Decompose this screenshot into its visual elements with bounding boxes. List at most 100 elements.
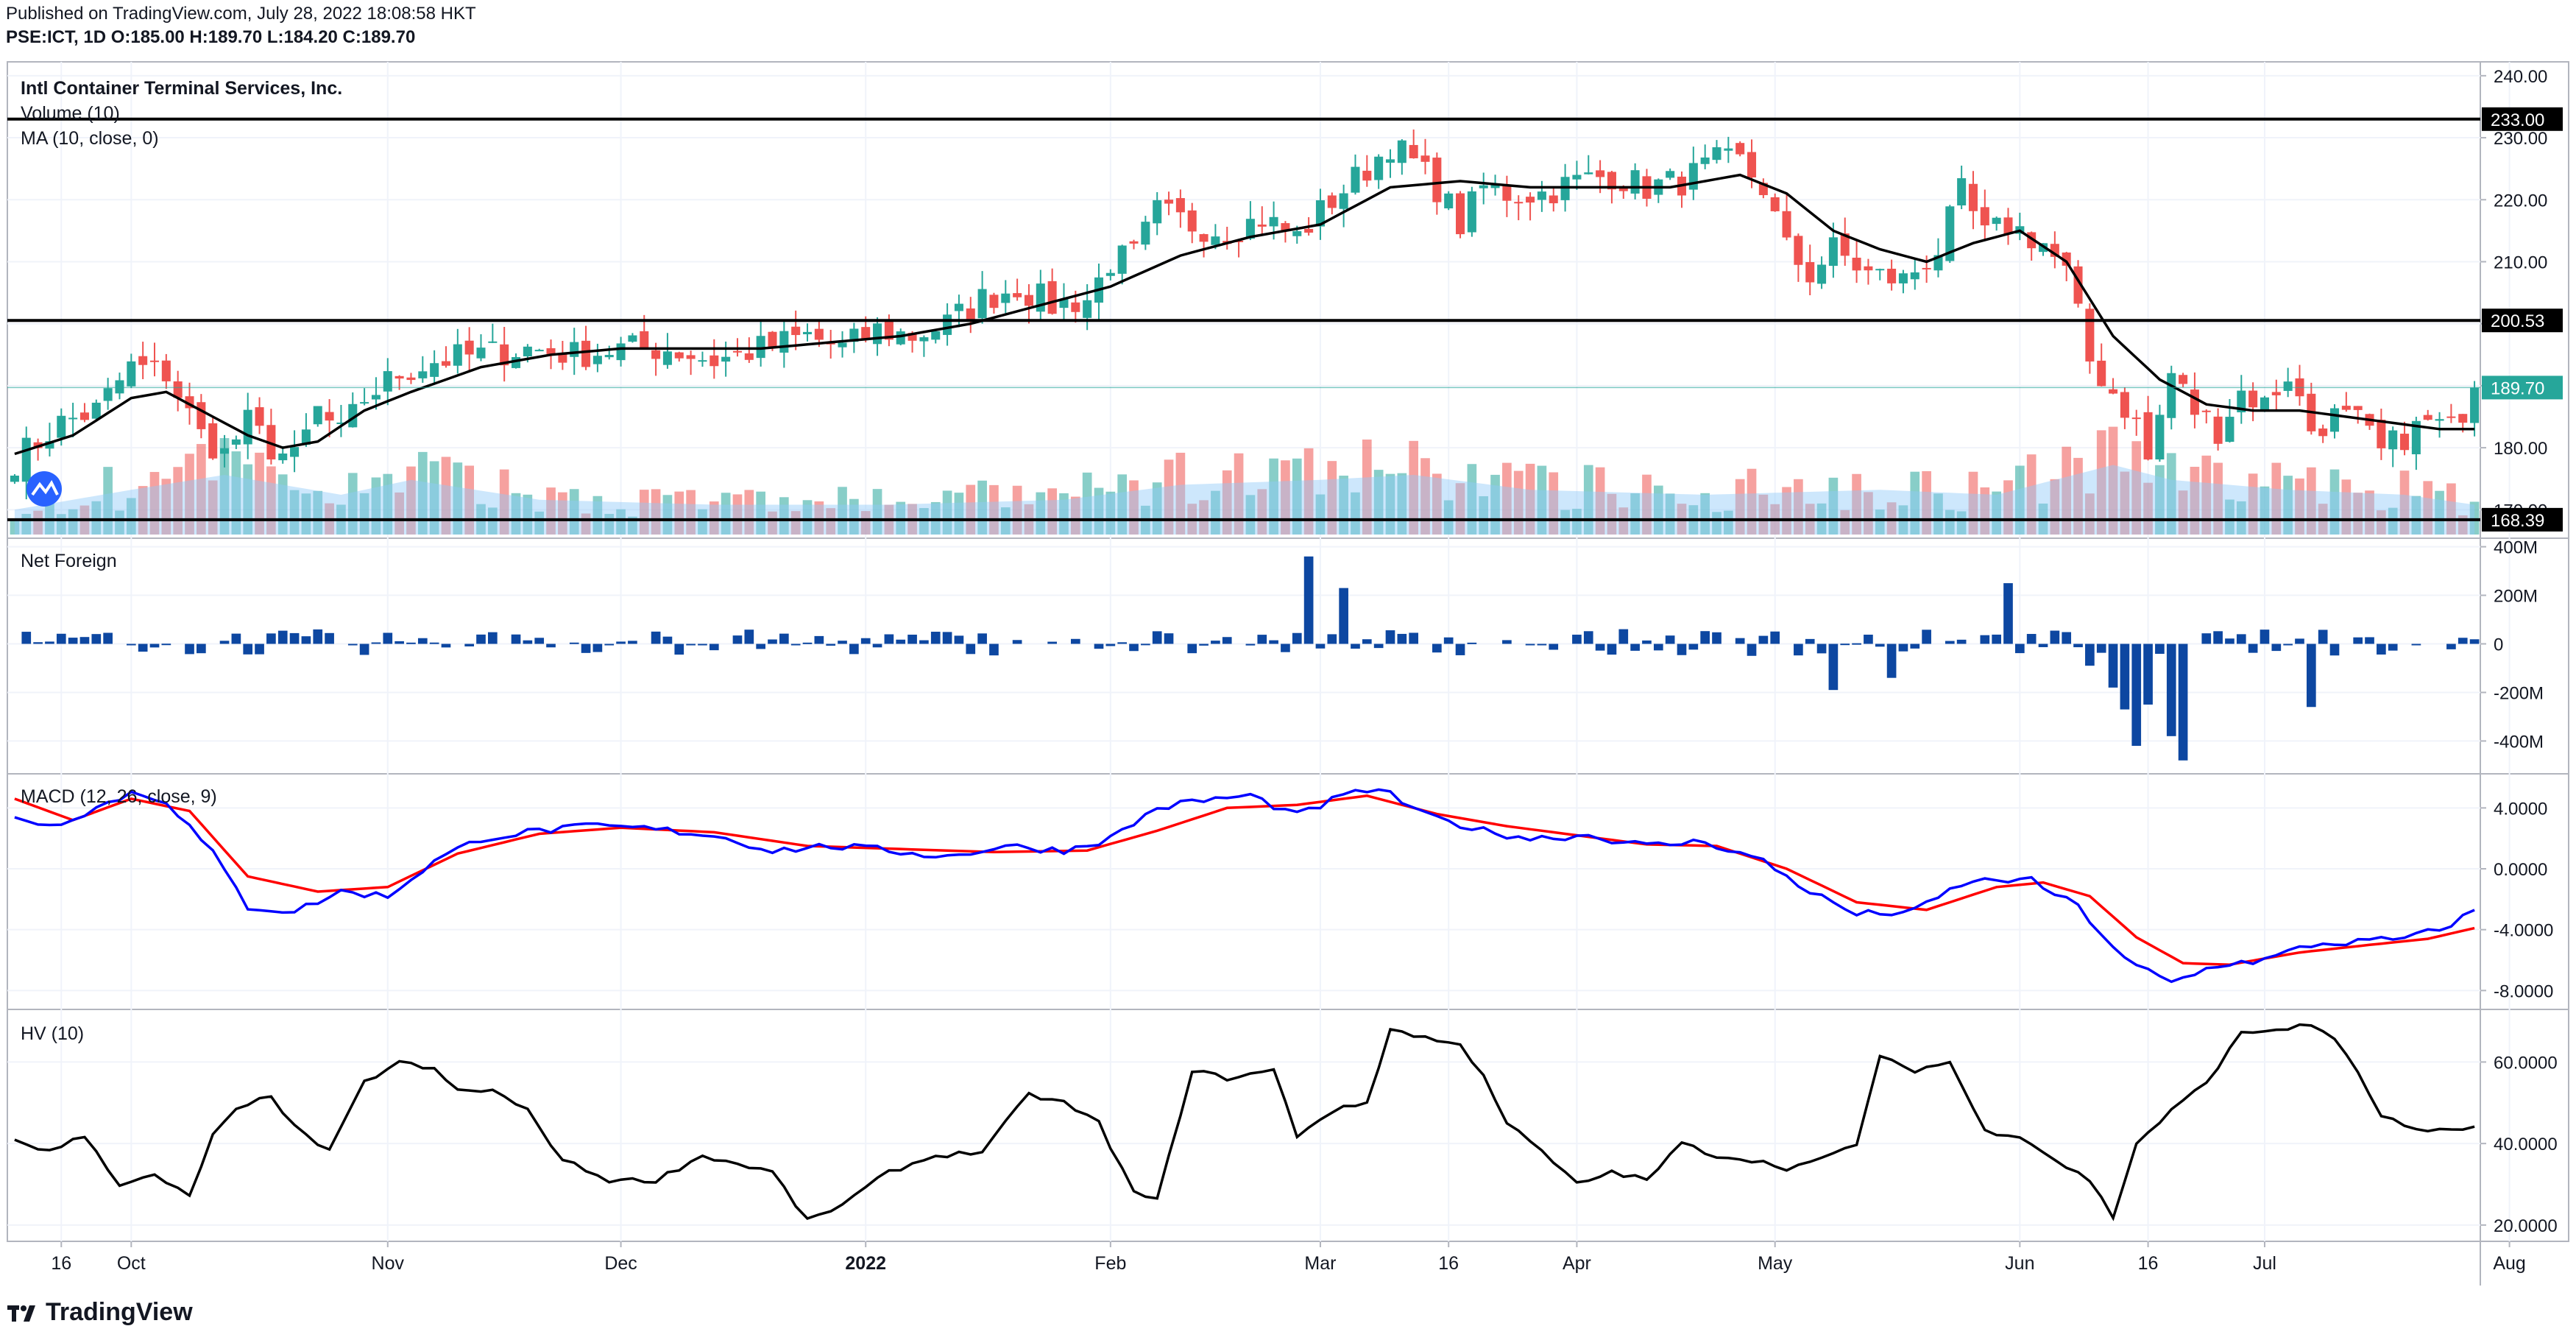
net-foreign-bar (2353, 637, 2363, 644)
net-foreign-bar (1199, 643, 1209, 646)
volume-bar (662, 495, 673, 535)
volume-bar (732, 494, 743, 535)
x-axis-label: 16 (2138, 1253, 2159, 1274)
candle-body (1770, 197, 1780, 211)
volume-bar (1992, 491, 2001, 535)
net-foreign-bar (103, 632, 113, 644)
net-foreign-bar (1747, 643, 1757, 656)
x-axis-label: 16 (51, 1253, 71, 1274)
candle-body (931, 331, 941, 340)
net-foreign-bar (651, 631, 661, 644)
candle-body (884, 321, 894, 340)
volume-bar (2085, 493, 2095, 535)
candle-body (581, 340, 591, 367)
candle-body (802, 331, 813, 334)
volume-bar (651, 489, 661, 535)
net-foreign-bar (872, 643, 882, 648)
macd-y-tick-label: -4.0000 (2494, 921, 2553, 941)
volume-bar (1105, 491, 1116, 535)
candle-body (1269, 216, 1278, 227)
volume-bar (197, 444, 206, 535)
candle-body (546, 348, 556, 354)
x-axis-label: Mar (1304, 1253, 1336, 1274)
candle-body (91, 402, 101, 419)
volume-bar (2014, 465, 2025, 535)
volume-bar (790, 511, 801, 535)
price-pane-title: Intl Container Terminal Services, Inc. (21, 78, 342, 99)
volume-bar (406, 466, 416, 535)
net-foreign-bar (33, 642, 43, 644)
candle-body (2120, 392, 2129, 418)
candle-body (453, 344, 462, 366)
level-label: 233.00 (2491, 110, 2544, 130)
candle-body (149, 360, 160, 362)
net-foreign-bar (185, 643, 194, 655)
volume-bar (2446, 483, 2456, 535)
net-foreign-bar (1070, 638, 1080, 644)
price-y-tick-label: 210.00 (2494, 253, 2547, 272)
net-foreign-bar (266, 633, 276, 644)
net-foreign-bar (2388, 643, 2398, 651)
candle-body (1001, 293, 1011, 303)
candle-body (1397, 140, 1406, 163)
volume-bar (2377, 510, 2386, 535)
candle-body (1339, 193, 1348, 209)
net-foreign-bar (628, 641, 637, 644)
volume-bar (1956, 511, 1967, 535)
volume-bar (989, 484, 999, 535)
candle-body (1362, 170, 1372, 181)
candle-body (2225, 417, 2234, 442)
candle-body (616, 343, 626, 361)
candle-body (103, 388, 113, 401)
net-foreign-bar (1665, 635, 1675, 644)
candle-body (1968, 183, 1978, 211)
candle-body (1059, 299, 1069, 308)
net-foreign-bar (511, 634, 521, 644)
candle-body (1211, 236, 1220, 245)
candle-body (1875, 269, 1885, 271)
volume-bar (2201, 455, 2212, 535)
candle-body (2400, 434, 2410, 451)
candle-body (1688, 163, 1698, 190)
candle-body (1666, 171, 1675, 178)
net-foreign-bar (2329, 643, 2340, 656)
candle-body (1083, 300, 1092, 318)
net-foreign-bar (616, 641, 626, 644)
volume-bar (698, 509, 707, 535)
candle-body (2003, 217, 2013, 234)
candle-body (1526, 197, 1535, 203)
net-foreign-bar (2108, 643, 2118, 688)
net-foreign-bar (534, 638, 545, 644)
volume-bar (231, 451, 241, 535)
net-foreign-bar (219, 641, 230, 644)
tradingview-logo[interactable]: TradingView (7, 1293, 193, 1331)
volume-bar (1234, 453, 1244, 535)
net-foreign-bar (45, 641, 54, 644)
net-foreign-bar (1397, 633, 1407, 644)
net-foreign-bar (569, 642, 579, 644)
volume-bar (826, 508, 836, 535)
candle-body (2329, 408, 2340, 432)
net-foreign-bar (1292, 632, 1302, 644)
candle-body (1036, 283, 1045, 312)
volume-bar (1292, 458, 1302, 535)
macd-y-tick-label: -8.0000 (2494, 981, 2553, 1001)
net-foreign-bar (1525, 643, 1535, 646)
volume-bar (429, 461, 439, 535)
volume-bar (2026, 454, 2037, 535)
candle-body (371, 395, 381, 400)
net-foreign-bar (417, 638, 428, 644)
net-foreign-bar (406, 642, 416, 644)
net-foreign-bar (989, 643, 999, 656)
net-foreign-bar (2038, 643, 2048, 647)
volume-bar (2236, 501, 2246, 535)
net-foreign-bar (849, 643, 859, 655)
net-foreign-bar (919, 640, 929, 644)
volume-bar (2469, 501, 2480, 535)
candle-body (1980, 207, 1989, 226)
level-label-box (2482, 507, 2563, 532)
net-foreign-bar (790, 643, 801, 646)
volume-bar (2353, 493, 2363, 535)
net-foreign-title: Net Foreign (21, 551, 117, 571)
